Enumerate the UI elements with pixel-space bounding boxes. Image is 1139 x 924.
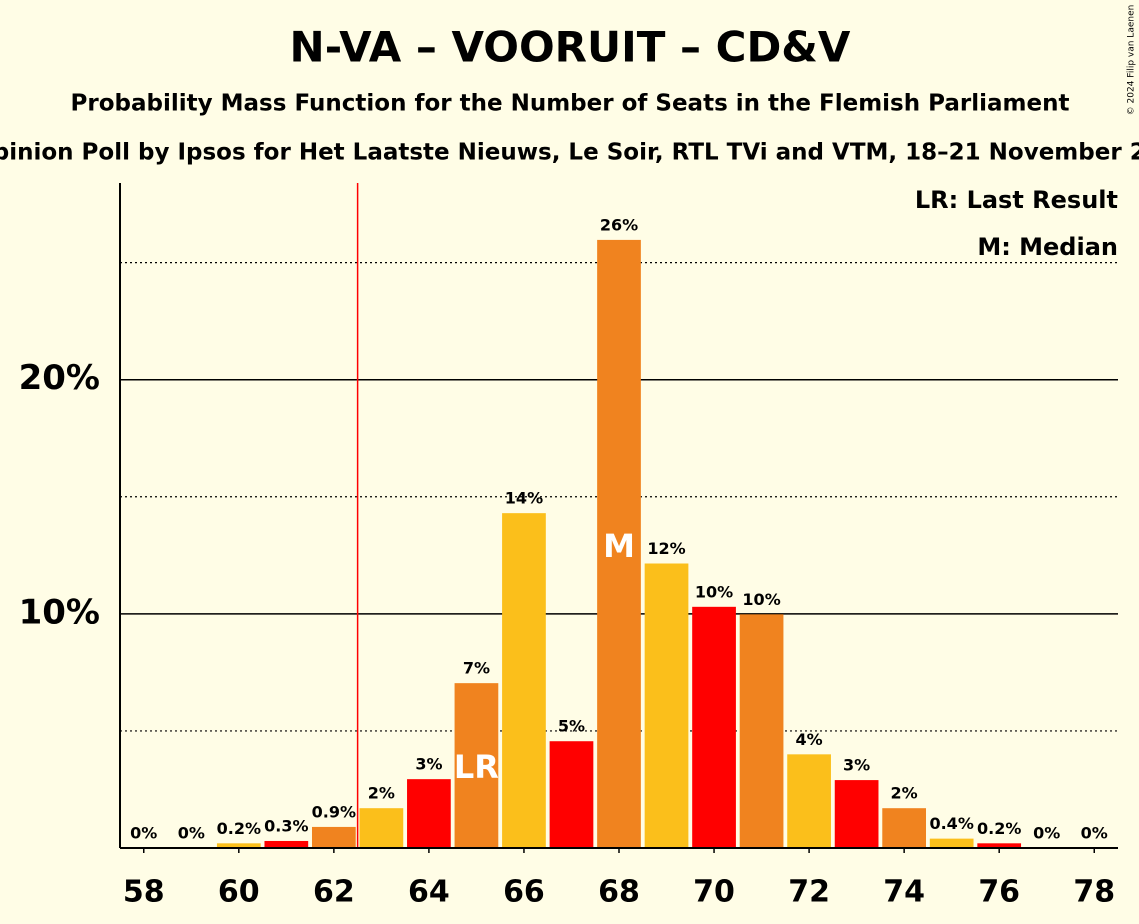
value-label: 0% bbox=[178, 824, 205, 843]
bar bbox=[977, 843, 1022, 848]
bar bbox=[692, 606, 736, 848]
value-label: 14% bbox=[505, 489, 543, 508]
chart-title: N-VA – VOORUIT – CD&V bbox=[290, 23, 851, 72]
bar bbox=[454, 683, 499, 848]
source-note: Based on an Opinion Poll by Ipsos for He… bbox=[0, 140, 1139, 166]
value-label: 3% bbox=[843, 756, 870, 775]
x-tick-label: 62 bbox=[313, 875, 355, 910]
bar bbox=[929, 838, 974, 848]
value-label: 7% bbox=[463, 659, 490, 678]
value-label: 0% bbox=[1081, 824, 1108, 843]
x-tick-label: 66 bbox=[503, 875, 545, 910]
bar bbox=[311, 826, 356, 848]
x-tick-label: 64 bbox=[408, 875, 450, 910]
value-label: 4% bbox=[796, 730, 823, 749]
value-label: 12% bbox=[647, 539, 685, 558]
value-label: 5% bbox=[558, 717, 585, 736]
bar bbox=[739, 614, 784, 848]
x-tick-label: 76 bbox=[978, 875, 1020, 910]
legend-entry: LR: Last Result bbox=[915, 186, 1118, 214]
value-label: 0.3% bbox=[264, 816, 308, 835]
bar bbox=[549, 741, 594, 848]
bar bbox=[359, 808, 404, 848]
bar bbox=[502, 513, 546, 848]
value-label: 0.4% bbox=[929, 814, 973, 833]
value-label: 0.2% bbox=[977, 819, 1021, 838]
x-tick-label: 72 bbox=[788, 875, 830, 910]
y-tick-label: 10% bbox=[19, 592, 100, 632]
bar bbox=[407, 779, 451, 848]
y-tick-label: 20% bbox=[19, 358, 100, 398]
x-tick-label: 58 bbox=[123, 875, 165, 910]
value-label: 2% bbox=[368, 784, 395, 803]
bar bbox=[264, 840, 309, 848]
value-label: 10% bbox=[695, 582, 733, 601]
x-tick-label: 74 bbox=[883, 875, 925, 910]
bar bbox=[644, 563, 689, 848]
x-tick-label: 60 bbox=[218, 875, 260, 910]
legend-entry: M: Median bbox=[977, 233, 1118, 261]
value-label: 0% bbox=[1033, 824, 1060, 843]
value-label: 10% bbox=[742, 590, 780, 609]
x-tick-label: 70 bbox=[693, 875, 735, 910]
bar bbox=[216, 843, 261, 848]
value-label: 26% bbox=[600, 215, 638, 234]
value-label: 3% bbox=[415, 755, 442, 774]
x-tick-label: 78 bbox=[1073, 875, 1115, 910]
bar bbox=[597, 239, 641, 848]
marker-label: M bbox=[603, 527, 635, 565]
marker-label: LR bbox=[454, 748, 499, 786]
chart-subtitle: Probability Mass Function for the Number… bbox=[71, 91, 1070, 117]
value-label: 0% bbox=[130, 824, 157, 843]
value-label: 2% bbox=[891, 784, 918, 803]
copyright: © 2024 Filip van Laenen bbox=[1127, 5, 1137, 116]
bar bbox=[834, 780, 879, 848]
value-label: 0.2% bbox=[217, 819, 261, 838]
value-label: 0.9% bbox=[312, 802, 356, 821]
bar bbox=[882, 808, 927, 848]
x-tick-label: 68 bbox=[598, 875, 640, 910]
bar bbox=[787, 754, 831, 848]
